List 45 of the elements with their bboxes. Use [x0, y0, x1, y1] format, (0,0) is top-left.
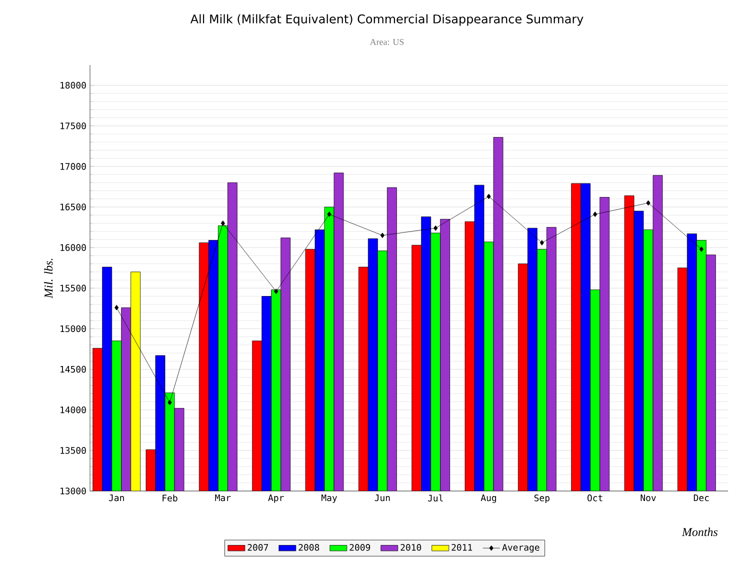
- x-tick-label: Aug: [480, 494, 496, 503]
- chart-subtitle: Area: US: [370, 38, 404, 46]
- point: [646, 200, 650, 206]
- x-tick-label: Jan: [108, 494, 124, 502]
- chart-title: All Milk (Milkfat Equivalent) Commercial Disappearance Summary: [190, 14, 584, 26]
- x-tick-label: May: [322, 494, 337, 503]
- point: [593, 212, 598, 217]
- y-axis-title: Mil. lbs.: [44, 258, 53, 298]
- x-tick-label: Nov: [640, 494, 656, 502]
- x-tick-label: Dec: [694, 494, 709, 502]
- y-tick-label: 17000: [60, 163, 86, 170]
- point: [380, 232, 384, 238]
- legend-label: 2009: [350, 544, 370, 551]
- point: [114, 304, 119, 310]
- x-tick-label: Feb: [162, 494, 178, 502]
- y-tick-label: 17500: [60, 122, 86, 130]
- y-tick-label: 16500: [60, 204, 86, 210]
- x-tick-label: Apr: [268, 494, 284, 503]
- y-tick-label: 14500: [60, 366, 86, 373]
- y-tick-label: 18000: [60, 82, 86, 89]
- x-axis-title: Months: [682, 528, 718, 536]
- y-tick-label: 15000: [60, 325, 86, 332]
- point: [486, 194, 491, 200]
- legend-label: 2011: [452, 544, 472, 551]
- point: [274, 288, 278, 294]
- x-tick-label: Jul: [428, 494, 443, 502]
- point: [699, 246, 704, 252]
- legend-label: 2010: [400, 544, 422, 551]
- y-tick-label: 13000: [60, 488, 86, 494]
- x-tick-label: Jun: [374, 494, 390, 502]
- point: [220, 220, 225, 226]
- legend-label: 2007: [248, 544, 268, 551]
- y-tick-label: 13500: [60, 447, 86, 454]
- y-tick-label: 15500: [60, 284, 86, 292]
- legend-label: Average: [502, 544, 540, 553]
- x-tick-label: Mar: [215, 494, 231, 502]
- x-tick-label: Sep: [534, 494, 550, 504]
- point: [327, 212, 332, 217]
- point: [168, 400, 172, 406]
- y-tick-label: 14000: [60, 406, 86, 414]
- x-tick-label: Oct: [588, 494, 602, 502]
- y-tick-label: 16000: [60, 244, 86, 251]
- legend-label: 2008: [298, 544, 320, 551]
- point: [434, 225, 438, 231]
- point: [540, 240, 544, 246]
